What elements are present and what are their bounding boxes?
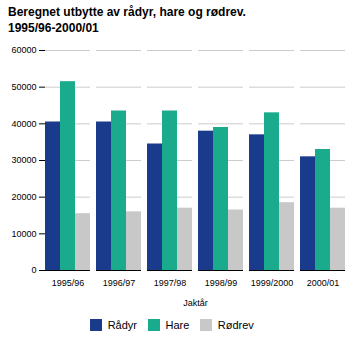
html-text:Rødrev: Rødrev (217, 318, 254, 331)
svg-text:1997/98: 1997/98 (154, 278, 187, 288)
svg-text:30000: 30000 (11, 156, 36, 166)
svg-text:20000: 20000 (11, 192, 36, 202)
svg-text:60000: 60000 (11, 46, 36, 56)
svg-text:1995/96: 1995/96 (52, 278, 85, 288)
svg-text:10000: 10000 (11, 229, 36, 239)
svg-text:Jaktår: Jaktår (183, 298, 208, 308)
html-text:1995/96-2000/01: 1995/96-2000/01 (8, 21, 99, 36)
svg-text:1996/97: 1996/97 (103, 278, 136, 288)
svg-text:1999/2000: 1999/2000 (251, 278, 294, 288)
svg-text:2000/01: 2000/01 (307, 278, 340, 288)
html-text:Beregnet utbytte av rådyr, har: Beregnet utbytte av rådyr, hare og rødre… (8, 5, 246, 19)
html-text:Rådyr: Rådyr (107, 318, 137, 331)
svg-text:1998/99: 1998/99 (205, 278, 238, 288)
html-text:Hare: Hare (165, 318, 190, 331)
svg-text:0: 0 (31, 266, 36, 276)
svg-text:50000: 50000 (11, 82, 36, 92)
svg-text:40000: 40000 (11, 119, 36, 129)
